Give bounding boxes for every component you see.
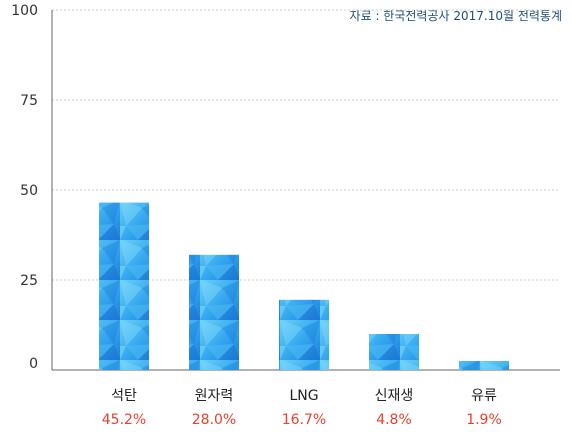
bar-2 xyxy=(279,299,329,370)
source-note: 자료 : 한국전력공사 2017.10월 전력통계 xyxy=(350,9,562,23)
y-tick-label: 50 xyxy=(20,183,38,199)
y-tick-label: 0 xyxy=(29,356,38,372)
y-tick-label: 75 xyxy=(20,93,38,109)
bar-1 xyxy=(189,254,239,370)
category-labels: 석탄 45.2% 원자력 28.0% LNG 16.7% 신재생 4.8% 유류 1.9% xyxy=(102,388,502,428)
category-label: 신재생 xyxy=(375,388,414,404)
percent-label: 4.8% xyxy=(376,412,412,428)
percent-label: 45.2% xyxy=(102,412,146,428)
category-label: 석탄 xyxy=(111,388,137,404)
bars xyxy=(99,202,509,370)
percent-label: 28.0% xyxy=(192,412,236,428)
percent-label: 1.9% xyxy=(466,412,502,428)
bar-3 xyxy=(369,334,419,370)
y-tick-label: 100 xyxy=(11,3,38,19)
category-label: 원자력 xyxy=(195,388,234,404)
percent-label: 16.7% xyxy=(282,412,326,428)
y-axis-ticks: 0 25 50 75 100 xyxy=(11,3,38,372)
category-label: 유류 xyxy=(471,388,497,404)
y-tick-label: 25 xyxy=(20,273,38,289)
bar-4 xyxy=(459,361,509,370)
category-label: LNG xyxy=(289,388,318,404)
bar-0 xyxy=(99,202,149,370)
